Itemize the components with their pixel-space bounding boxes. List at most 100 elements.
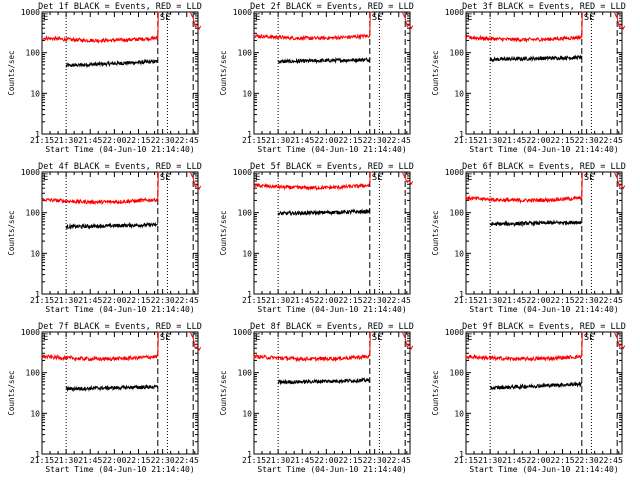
panel-title: Det 6f BLACK = Events, RED = LLD (462, 162, 626, 172)
x-tick-label: 22:30 (363, 136, 387, 145)
x-tick-label: 22:15 (126, 136, 150, 145)
plot-frame (465, 171, 623, 295)
events-series-line (489, 381, 583, 391)
x-tick-label: 22:30 (151, 296, 175, 305)
x-tick-label: 21:30 (478, 136, 502, 145)
marker-letter-se: SE (584, 173, 595, 183)
x-tick-label: 22:30 (151, 456, 175, 465)
plot-frame (253, 11, 411, 135)
lld-series-tail (401, 331, 414, 350)
x-tick-label: 21:45 (290, 296, 314, 305)
lld-series-tail (401, 11, 414, 30)
x-tick-label: 22:15 (338, 296, 362, 305)
x-tick-label: 22:00 (314, 136, 338, 145)
marker-letter-se: SE (372, 13, 383, 23)
plot-frame (465, 331, 623, 455)
y-axis-label: Counts/sec (7, 370, 16, 415)
x-tick-label: 22:45 (599, 456, 623, 465)
y-axis-label: Counts/sec (431, 50, 440, 95)
marker-letter-se: SE (160, 13, 171, 23)
detector-panel-6: Det 6f BLACK = Events, RED = LLD 1 10 100 10… (431, 162, 626, 314)
x-tick-label: 22:30 (363, 296, 387, 305)
y-axis-label: Counts/sec (431, 210, 440, 255)
x-tick-label: 21:30 (478, 296, 502, 305)
marker-letter-se: SE (160, 173, 171, 183)
panel-title: Det 4f BLACK = Events, RED = LLD (38, 162, 202, 172)
x-tick-label: 22:00 (102, 296, 126, 305)
y-tick-label: 1000 (445, 168, 464, 177)
y-tick-label: 10 (242, 409, 252, 418)
x-axis-label: Start Time (04-Jun-10 21:14:40) (469, 305, 618, 314)
x-tick-label: 22:45 (175, 296, 199, 305)
y-tick-label: 1000 (445, 8, 464, 17)
panel-title: Det 7f BLACK = Events, RED = LLD (38, 322, 202, 332)
x-tick-label: 22:15 (550, 136, 574, 145)
x-tick-label: 22:45 (175, 456, 199, 465)
events-series-line (277, 208, 371, 216)
panel-title: Det 5f BLACK = Events, RED = LLD (250, 162, 414, 172)
marker-letter-e: E (467, 13, 472, 23)
x-tick-label: 22:15 (550, 456, 574, 465)
x-tick-label: 21:15 (30, 456, 54, 465)
lld-series-line (253, 331, 372, 363)
x-tick-label: 22:00 (102, 456, 126, 465)
y-tick-label: 1000 (21, 328, 40, 337)
y-axis-label: Counts/sec (219, 50, 228, 95)
lld-series-tail (189, 171, 202, 190)
y-tick-label: 1 (247, 290, 252, 299)
lld-series-tail (401, 171, 414, 186)
x-tick-label: 22:30 (575, 136, 599, 145)
x-tick-label: 21:45 (290, 456, 314, 465)
x-tick-label: 21:15 (454, 456, 478, 465)
events-series-line (277, 377, 371, 386)
y-axis-label: Counts/sec (219, 370, 228, 415)
x-axis-label: Start Time (04-Jun-10 21:14:40) (257, 465, 406, 474)
plot-frame (253, 331, 411, 455)
marker-letter-se: SE (584, 333, 595, 343)
lld-series-tail (613, 171, 626, 190)
x-tick-label: 21:15 (30, 136, 54, 145)
events-series-line (277, 56, 371, 65)
x-axis-label: Start Time (04-Jun-10 21:14:40) (45, 305, 194, 314)
x-tick-label: 22:15 (550, 296, 574, 305)
x-tick-label: 22:00 (314, 296, 338, 305)
x-tick-label: 22:45 (387, 136, 411, 145)
plot-frame (253, 171, 411, 295)
y-tick-label: 100 (26, 369, 41, 378)
detector-panel-9: Det 9f BLACK = Events, RED = LLD 1 10 100 10… (431, 322, 626, 474)
y-tick-label: 10 (242, 89, 252, 98)
y-tick-label: 1 (35, 130, 40, 139)
lld-series-line (465, 171, 584, 205)
y-tick-label: 1 (35, 290, 40, 299)
x-tick-label: 22:00 (526, 136, 550, 145)
x-tick-label: 21:30 (266, 296, 290, 305)
y-tick-label: 1000 (233, 168, 252, 177)
y-tick-label: 10 (30, 249, 40, 258)
y-tick-label: 100 (450, 209, 465, 218)
events-series-line (65, 221, 159, 230)
panel-title: Det 1f BLACK = Events, RED = LLD (38, 2, 202, 12)
plot-frame (41, 171, 199, 295)
x-axis-label: Start Time (04-Jun-10 21:14:40) (257, 305, 406, 314)
x-tick-label: 22:45 (387, 456, 411, 465)
x-tick-label: 22:15 (126, 456, 150, 465)
events-series-line (489, 219, 583, 228)
y-tick-label: 1 (459, 290, 464, 299)
x-tick-label: 22:15 (338, 136, 362, 145)
y-tick-label: 100 (238, 209, 253, 218)
x-tick-label: 21:45 (78, 456, 102, 465)
plot-frame (465, 11, 623, 135)
y-axis-label: Counts/sec (7, 210, 16, 255)
plot-frame (41, 331, 199, 455)
x-tick-label: 22:00 (314, 456, 338, 465)
y-axis-label: Counts/sec (7, 50, 16, 95)
panel-title: Det 3f BLACK = Events, RED = LLD (462, 2, 626, 12)
x-tick-label: 21:15 (242, 296, 266, 305)
y-tick-label: 10 (454, 89, 464, 98)
lld-series-line (465, 331, 584, 363)
y-tick-label: 1000 (445, 328, 464, 337)
y-tick-label: 100 (238, 369, 253, 378)
marker-letter-e: E (467, 173, 472, 183)
